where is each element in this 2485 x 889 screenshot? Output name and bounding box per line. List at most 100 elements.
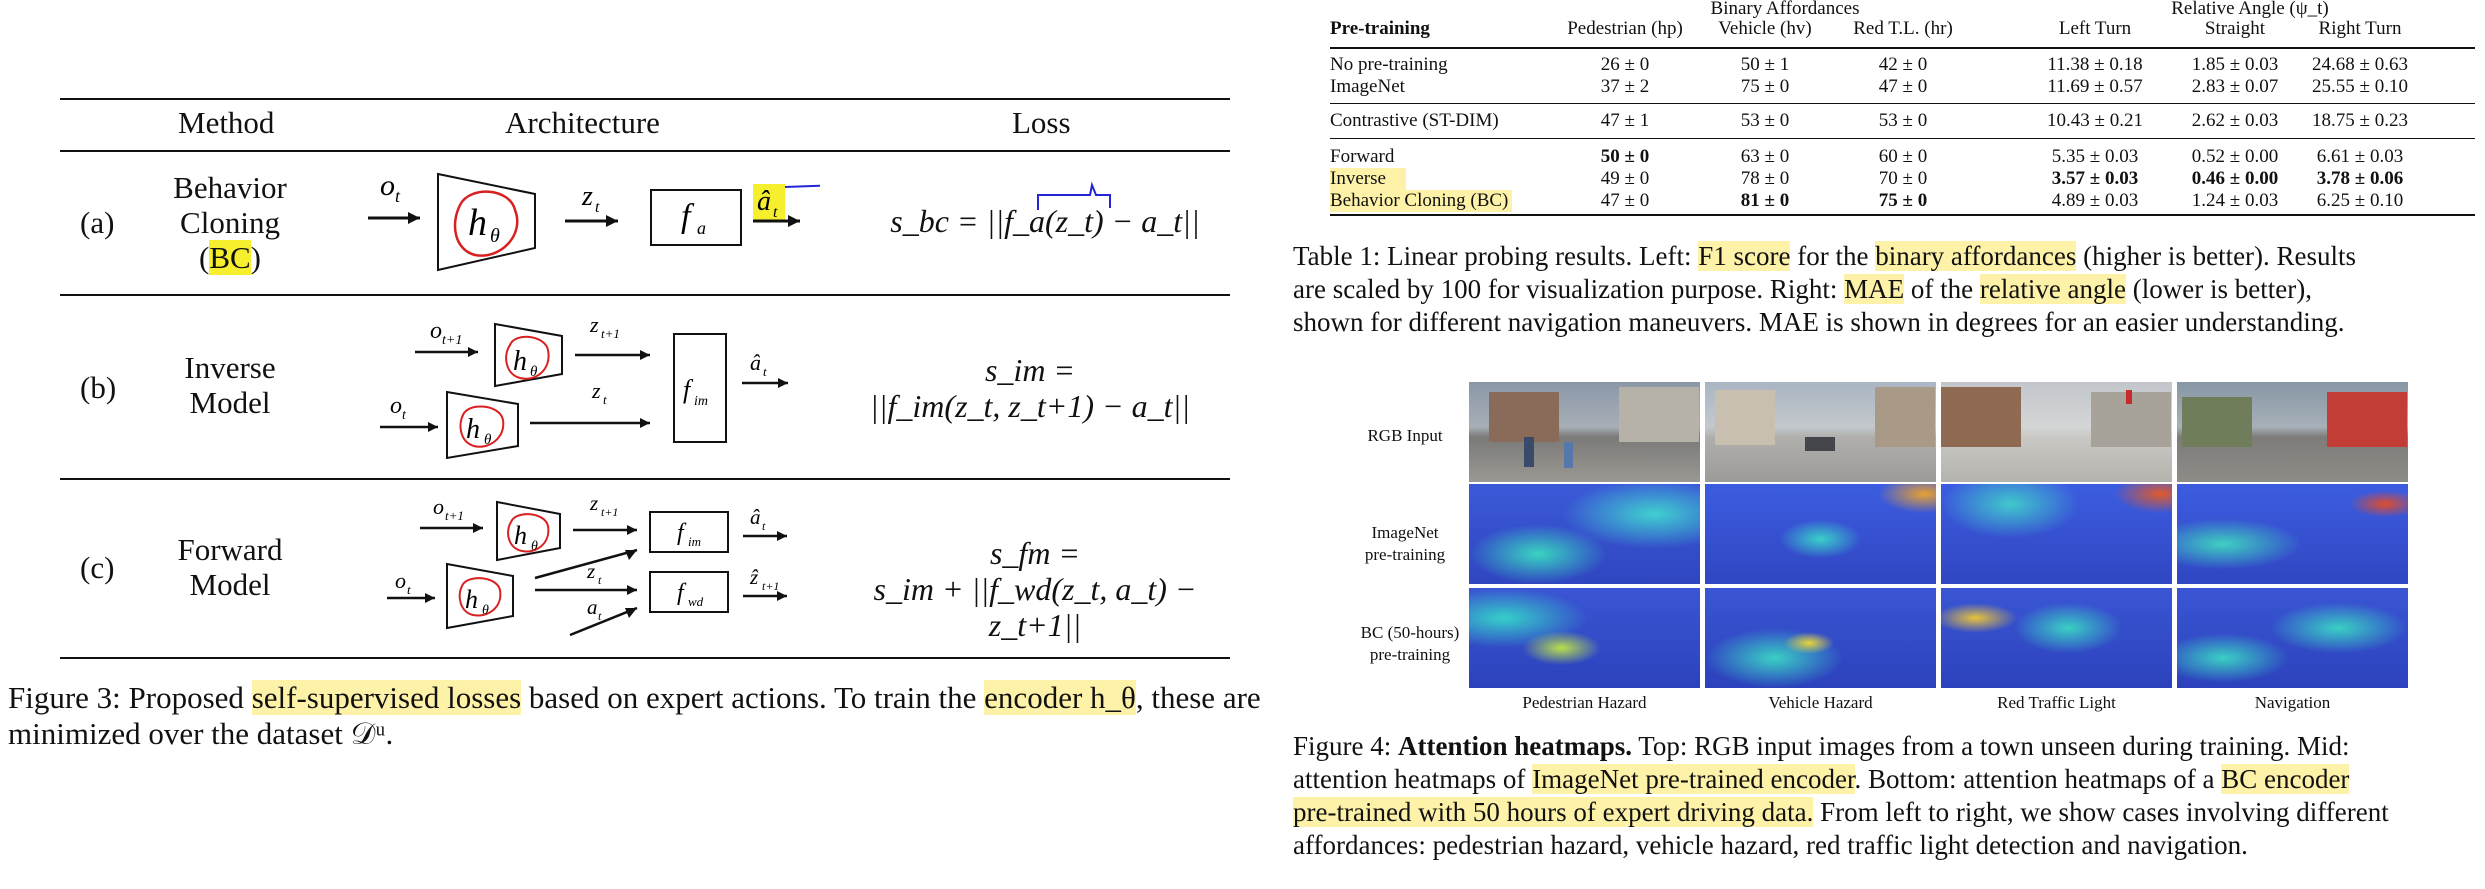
figure4-caption: Figure 4: Attention heatmaps. Top: RGB i… — [1293, 731, 2389, 860]
row-label-rgb: RGB Input — [1367, 426, 1443, 445]
svg-text:im: im — [688, 534, 701, 549]
method-bc: Behavior Cloning (BC) — [173, 170, 287, 275]
bc-vehicle-heatmap — [1705, 588, 1936, 688]
loss-bc: s_bc = ||f_a(z_t) − a_t|| — [890, 203, 1200, 239]
pt-cell: 42 ± 0 — [1878, 54, 1928, 75]
pt-cell: 2.83 ± 0.07 — [2191, 76, 2279, 97]
svg-text:t: t — [603, 392, 607, 407]
pt-cell: 26 ± 0 — [1600, 54, 1650, 75]
svg-text:t+1: t+1 — [762, 579, 779, 593]
svg-text:t: t — [402, 408, 407, 423]
pt-cell: 49 ± 0 — [1600, 168, 1650, 189]
svg-text:θ: θ — [482, 603, 489, 618]
svg-text:z: z — [591, 378, 601, 403]
pt-cell: 78 ± 0 — [1740, 168, 1790, 189]
probing-table: Binary Affordances Relative Angle (ψ_t) … — [1325, 0, 2475, 220]
pt-mid-rule-2 — [1330, 138, 2475, 139]
pt-mid-rule — [1330, 103, 2475, 104]
row-rule-a — [60, 294, 1230, 296]
svg-text:â: â — [750, 505, 761, 529]
table-top-rule — [60, 98, 1230, 100]
svg-text:o: o — [433, 494, 444, 519]
svg-text:ẑ: ẑ — [749, 565, 759, 589]
pt-cell: 75 ± 0 — [1740, 76, 1790, 97]
svg-text:o: o — [390, 393, 402, 419]
svg-text:h: h — [465, 585, 478, 614]
col-pedestrian: Pedestrian (hp) — [1567, 18, 1683, 39]
bc-pedestrian-heatmap — [1469, 588, 1700, 688]
rgb-navigation-image — [2177, 382, 2408, 482]
svg-text:o: o — [430, 318, 442, 344]
svg-text:h: h — [513, 346, 527, 377]
pt-cell: 47 ± 1 — [1600, 110, 1650, 131]
pt-row-name: Contrastive (ST-DIM) — [1330, 110, 1499, 131]
svg-text:z: z — [581, 181, 593, 212]
header-architecture: Architecture — [505, 105, 660, 140]
pt-cell: 18.75 ± 0.23 — [2312, 110, 2408, 131]
pt-cell: 50 ± 1 — [1740, 54, 1790, 75]
imagenet-traffic-light-heatmap — [1941, 484, 2172, 584]
col-vehicle: Vehicle (hv) — [1718, 18, 1812, 39]
pt-cell: 11.38 ± 0.18 — [2047, 54, 2143, 75]
rgb-traffic-light-image — [1941, 382, 2172, 482]
svg-text:t: t — [598, 573, 602, 587]
row-label-b: (b) — [80, 370, 117, 405]
pt-row-name: Forward — [1330, 146, 1395, 167]
col-label-vehicle: Vehicle Hazard — [1768, 693, 1873, 712]
pt-cell: 50 ± 0 — [1600, 146, 1650, 167]
col-right-turn: Right Turn — [2318, 18, 2402, 39]
svg-text:z: z — [586, 559, 595, 583]
svg-text:z: z — [589, 491, 598, 515]
col-label-pedestrian: Pedestrian Hazard — [1522, 693, 1647, 712]
table-bottom-rule — [60, 657, 1230, 659]
pt-bottom-rule — [1330, 214, 2475, 216]
loss-bc-annotation — [1037, 181, 1111, 210]
bc-traffic-light-heatmap — [1941, 588, 2172, 688]
svg-text:t+1: t+1 — [601, 326, 620, 341]
pt-cell: 70 ± 0 — [1878, 168, 1928, 189]
svg-text:z: z — [589, 312, 599, 337]
svg-text:h: h — [514, 521, 527, 550]
pt-cell: 6.25 ± 0.10 — [2316, 190, 2404, 211]
svg-text:a: a — [587, 595, 598, 619]
pt-row-name: Behavior Cloning (BC) — [1330, 190, 1513, 212]
pt-cell: 6.61 ± 0.03 — [2316, 146, 2404, 167]
loss-forward: s_fm = s_im + ||f_wd(z_t, a_t) − z_t+1|| — [873, 535, 1197, 643]
pt-cell: 3.78 ± 0.06 — [2316, 168, 2404, 189]
svg-text:f: f — [683, 375, 694, 404]
svg-text:t+1: t+1 — [442, 333, 462, 348]
svg-text:h: h — [468, 202, 487, 244]
svg-text:t: t — [395, 186, 401, 206]
pt-cell: 24.68 ± 0.63 — [2312, 54, 2408, 75]
pt-cell: 25.55 ± 0.10 — [2312, 76, 2408, 97]
pt-row-name: Inverse — [1330, 168, 1406, 190]
svg-text:a: a — [697, 218, 706, 238]
pt-cell: 37 ± 2 — [1600, 76, 1650, 97]
svg-text:h: h — [466, 414, 480, 445]
svg-text:θ: θ — [490, 225, 500, 247]
pt-cell: 60 ± 0 — [1878, 146, 1928, 167]
imagenet-pedestrian-heatmap — [1469, 484, 1700, 584]
method-forward: Forward Model — [177, 532, 283, 602]
rgb-pedestrian-image — [1469, 382, 1700, 482]
pt-cell: 0.46 ± 0.00 — [2191, 168, 2279, 189]
pt-cell: 75 ± 0 — [1878, 190, 1928, 211]
method-inverse: Inverse Model — [184, 350, 276, 420]
pt-cell: 81 ± 0 — [1740, 190, 1790, 211]
svg-text:t: t — [773, 204, 778, 221]
pt-header-rule — [1330, 47, 2475, 49]
row-label-a: (a) — [80, 205, 115, 240]
col-straight: Straight — [2204, 18, 2266, 39]
col-label-traffic-light: Red Traffic Light — [1997, 693, 2116, 712]
bc-navigation-heatmap — [2177, 588, 2408, 688]
col-redtl: Red T.L. (hr) — [1853, 18, 1953, 39]
pt-cell: 63 ± 0 — [1740, 146, 1790, 167]
figure3-caption: Figure 3: Proposed self-supervised losse… — [8, 680, 1261, 751]
svg-text:â: â — [757, 186, 771, 217]
col-left-turn: Left Turn — [2058, 18, 2132, 39]
svg-text:wd: wd — [688, 594, 704, 609]
imagenet-navigation-heatmap — [2177, 484, 2408, 584]
row-label-bc: BC (50-hours) pre-training — [1360, 623, 1460, 664]
row-label-imagenet: ImageNet pre-training — [1364, 523, 1446, 564]
bc-architecture-diagram: o t h θ z t f a â t — [368, 169, 820, 272]
